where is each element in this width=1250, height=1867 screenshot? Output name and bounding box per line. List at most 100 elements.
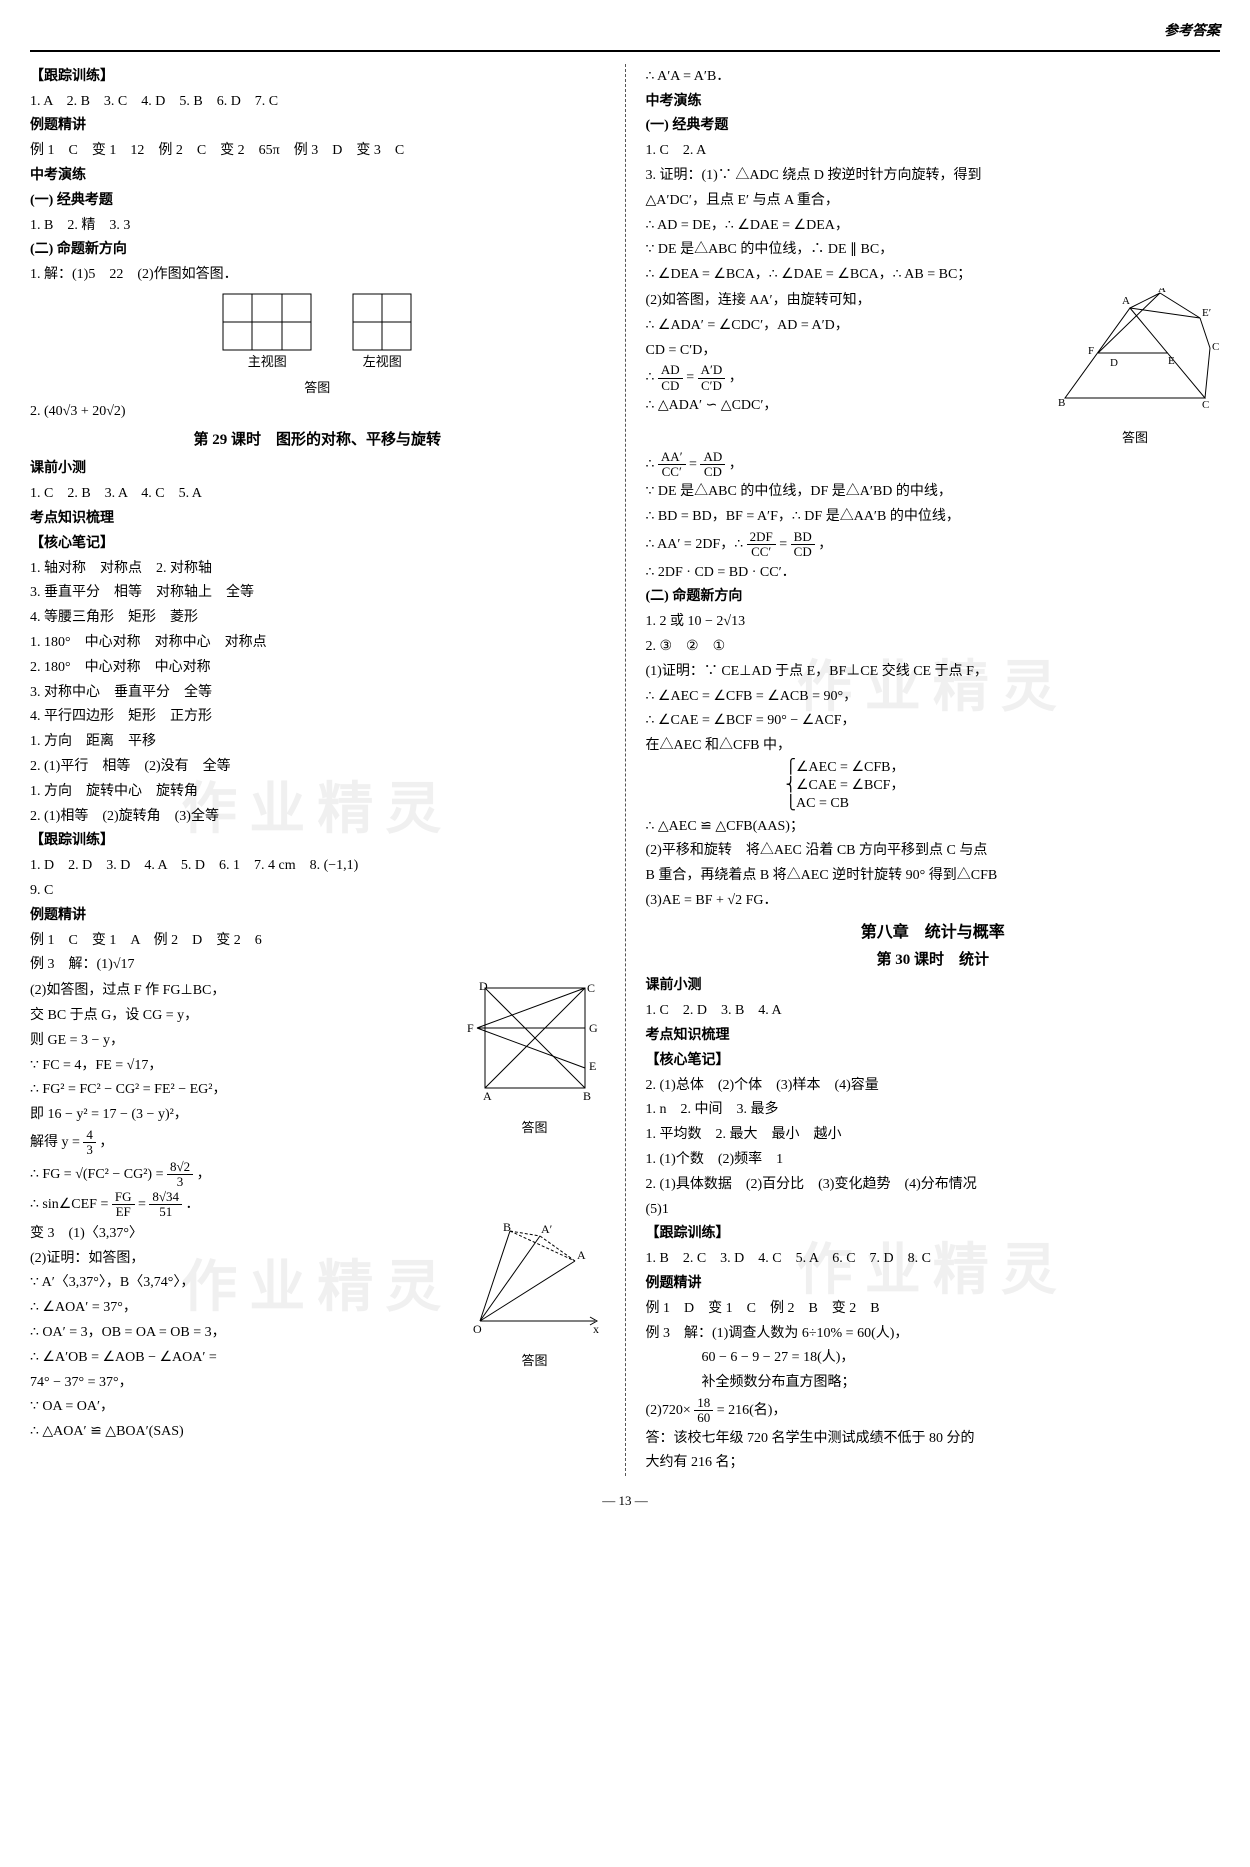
r-p3-l12: ∴ BD = BD，BF = A′F，∴ DF 是△AA′B 的中位线， (646, 505, 1221, 529)
rotation-fig-row: (2)如答图，连接 AA′，由旋转可知， ∴ ∠ADA′ = ∠CDC′，AD … (646, 288, 1221, 449)
core-l1: 1. 轴对称 对称点 2. 对称轴 (30, 557, 605, 581)
svg-text:D: D (479, 979, 488, 993)
orthographic-views: 主视图 左视图 (30, 293, 605, 373)
svg-text:A′: A′ (1158, 288, 1168, 295)
r-sub2-l10: (3)AE = BF + √2 FG． (646, 889, 1221, 913)
track3-line: 1. B 2. C 3. D 4. C 5. A 6. C 7. D 8. C (646, 1247, 1221, 1271)
page-header: 参考答案 (30, 20, 1220, 52)
left-view-label: 左视图 (352, 351, 412, 373)
svg-text:A′: A′ (541, 1222, 553, 1236)
core-l5: 2. 180° 中心对称 中心对称 (30, 656, 605, 680)
rotation-ans-label: 答图 (1050, 427, 1220, 449)
left-view-fig: 左视图 (352, 293, 412, 373)
svg-text:C′: C′ (1212, 341, 1220, 353)
jj-frac1: 43 (83, 1128, 96, 1158)
jj2-l5: (2)720× 1860 = 216(名)， (646, 1396, 1221, 1426)
svg-text:D: D (1110, 357, 1118, 369)
bian3-l3: ∴ ∠AOA′ = 37°， (30, 1296, 453, 1320)
r-p3-l13b: ， (818, 537, 832, 552)
r-sub2-l9: B 重合，再绕着点 B 将△AEC 逆时针旋转 90° 得到△CFB (646, 864, 1221, 888)
example-line: 例 1 C 变 1 12 例 2 C 变 2 65π 例 3 D 变 3 C (30, 139, 605, 163)
r-sub2-l5: ∴ ∠CAE = ∠BCF = 90° − ∠ACF， (646, 709, 1221, 733)
right-column: ∴ A′A = A′B． 中考演练 (一) 经典考题 1. C 2. A 3. … (646, 64, 1221, 1476)
r-p3-l9: ∴ △ADA′ ∽ △CDC′， (646, 394, 1039, 418)
svg-text:B: B (1058, 397, 1065, 409)
jj-l10a: ∴ FG = √(FC² − CG²) = (30, 1167, 167, 1182)
jj-frac3a: FGEF (112, 1190, 135, 1220)
r-sub2-l4: ∴ ∠AEC = ∠CFB = ∠ACB = 90°， (646, 685, 1221, 709)
core2-header: 【核心笔记】 (646, 1049, 1221, 1073)
r-sub2-l2: 2. ③ ② ① (646, 635, 1221, 659)
core2-l6: (5)1 (646, 1198, 1221, 1222)
r-p3-l3: ∵ DE 是△ABC 的中位线，∴ DE ∥ BC， (646, 238, 1221, 262)
jj-l4: 交 BC 于点 G，设 CG = y， (30, 1004, 453, 1028)
jj-l11mid: = (138, 1197, 149, 1212)
svg-text:A: A (1122, 295, 1130, 307)
jj2-l5a: (2)720× (646, 1403, 691, 1418)
core2-l1: 2. (1)总体 (2)个体 (3)样本 (4)容量 (646, 1074, 1221, 1098)
r-p3-l8b: ， (729, 370, 743, 385)
jj-l6: ∵ FC = 4，FE = √17， (30, 1054, 453, 1078)
jj-l9: 解得 y = 43 ， (30, 1128, 453, 1158)
core-l10: 1. 方向 旋转中心 旋转角 (30, 780, 605, 804)
r-p3-l13: ∴ AA′ = 2DF，∴ 2DFCC′ = BDCD ， (646, 530, 1221, 560)
track3-header: 【跟踪训练】 (646, 1222, 1221, 1246)
jj2-l3: 60 − 6 − 9 − 27 = 18(人)， (646, 1346, 1221, 1370)
core-l11: 2. (1)相等 (2)旋转角 (3)全等 (30, 805, 605, 829)
ch8-title: 第八章 统计与概率 (646, 919, 1221, 946)
r-p3-l10a: ∴ (646, 457, 658, 472)
core-header: 【核心笔记】 (30, 532, 605, 556)
core-l3: 4. 等腰三角形 矩形 菱形 (30, 606, 605, 630)
r-zk-sub1: (一) 经典考题 (646, 114, 1221, 138)
newdir-line: 1. 解：(1)5 22 (2)作图如答图． (30, 263, 605, 287)
jj2-l4: 补全频数分布直方图略； (646, 1371, 1221, 1395)
bian3-l5: ∴ ∠A′OB = ∠AOB − ∠AOA′ = (30, 1346, 453, 1370)
pre2-header: 课前小测 (646, 974, 1221, 998)
tracking-answers: 1. A 2. B 3. C 4. D 5. B 6. D 7. C (30, 90, 605, 114)
svg-text:E′: E′ (1202, 307, 1211, 319)
jj-l1: 例 1 C 变 1 A 例 2 D 变 2 6 (30, 929, 605, 953)
svg-text:F: F (467, 1021, 474, 1035)
jj-l11b: ． (186, 1197, 200, 1212)
tracking-header: 【跟踪训练】 (30, 65, 605, 89)
r-sub2-l6: 在△AEC 和△CFB 中， (646, 734, 1221, 758)
pretest-header: 课前小测 (30, 457, 605, 481)
jj2-frac: 1860 (694, 1396, 713, 1426)
r-sub2-l8: (2)平移和旋转 将△AEC 沿着 CB 方向平移到点 C 与点 (646, 839, 1221, 863)
pretest-line: 1. C 2. B 3. A 4. C 5. A (30, 482, 605, 506)
kd-header: 考点知识梳理 (30, 507, 605, 531)
track2-line2: 9. C (30, 879, 605, 903)
core-l6: 3. 对称中心 垂直平分 全等 (30, 681, 605, 705)
bian3-l7: ∵ OA = OA′， (30, 1395, 453, 1419)
r-p3-l11: ∵ DE 是△ABC 的中位线，DF 是△A′BD 的中线， (646, 480, 1221, 504)
jj2-header: 例题精讲 (646, 1272, 1221, 1296)
r-zk-header: 中考演练 (646, 90, 1221, 114)
jj-l3: (2)如答图，过点 F 作 FG⊥BC， (30, 979, 453, 1003)
r-top: ∴ A′A = A′B． (646, 65, 1221, 89)
bian3-l6: 74° − 37° = 37°， (30, 1371, 453, 1395)
svg-text:B: B (503, 1221, 511, 1234)
r-p3-l10b: ， (729, 457, 743, 472)
jj-l7: ∴ FG² = FC² − CG² = FE² − EG²， (30, 1078, 453, 1102)
svg-text:A: A (483, 1089, 492, 1103)
jj2-l1: 例 1 D 变 1 C 例 2 B 变 2 B (646, 1297, 1221, 1321)
main-view-label: 主视图 (222, 351, 312, 373)
classic-sub: (一) 经典考题 (30, 189, 605, 213)
r-sub2-l3: (1)证明：∵ CE⊥AD 于点 E，BF⊥CE 交线 CE 于点 F， (646, 660, 1221, 684)
svg-text:B: B (583, 1089, 591, 1103)
bian3-title: 变 3 (1)〈3,37°〉 (30, 1222, 453, 1246)
r-sub2-l1: 1. 2 或 10 − 2√13 (646, 610, 1221, 634)
newdir-sub: (二) 命题新方向 (30, 238, 605, 262)
bian3-l8: ∴ △AOA′ ≌ △BOA′(SAS) (30, 1420, 453, 1444)
r-p3-l7: CD = C′D， (646, 339, 1039, 363)
r-sub2-l7: ∴ △AEC ≌ △CFB(AAS)； (646, 815, 1221, 839)
core-l7: 4. 平行四边形 矩形 正方形 (30, 705, 605, 729)
jj-l5: 则 GE = 3 − y， (30, 1029, 453, 1053)
r-p3-l13a: ∴ AA′ = 2DF，∴ (646, 537, 747, 552)
core-l4: 1. 180° 中心对称 对称中心 对称点 (30, 631, 605, 655)
track2-header: 【跟踪训练】 (30, 829, 605, 853)
r-p3-l10: ∴ AA′CC′ = ADCD ， (646, 450, 1221, 480)
main-view-fig: 主视图 (222, 293, 312, 373)
svg-text:G: G (589, 1021, 598, 1035)
jj-l11a: ∴ sin∠CEF = (30, 1197, 112, 1212)
